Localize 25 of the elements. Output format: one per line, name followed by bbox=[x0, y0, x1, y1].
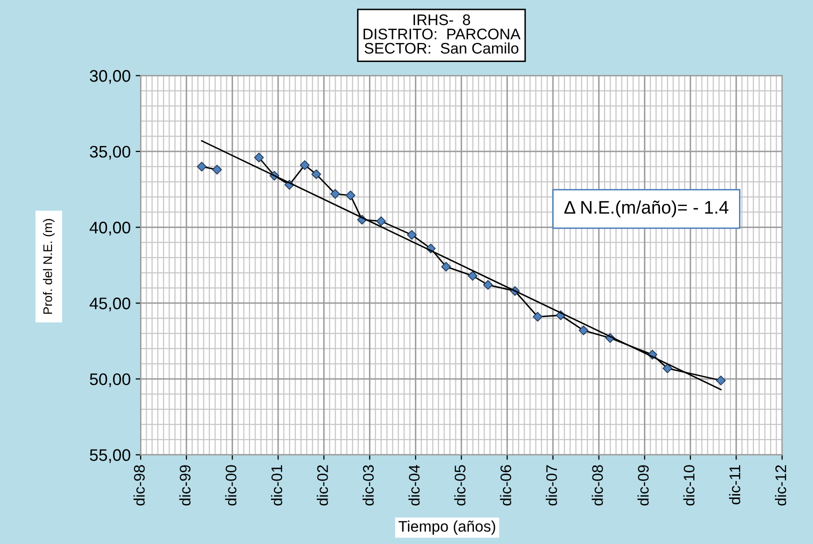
chart-title: IRHS- 8 DISTRITO: PARCONA SECTOR: San Camilo bbox=[364, 14, 521, 54]
x-tick-label: dic-02 bbox=[316, 465, 328, 506]
x-tick-label: dic-11 bbox=[729, 465, 740, 504]
y-tick-label: 35,00 bbox=[90, 146, 130, 160]
y-tick-label: 30,00 bbox=[90, 70, 130, 84]
x-tick-label: dic-00 bbox=[225, 465, 236, 506]
x-tick-label: dic-07 bbox=[546, 465, 558, 506]
y-tick-label: 50,00 bbox=[90, 373, 130, 388]
x-tick-label: dic-06 bbox=[500, 465, 512, 506]
x-tick-label: dic-05 bbox=[454, 465, 466, 506]
y-tick-label: 55,00 bbox=[90, 449, 130, 463]
y-tick-label: 45,00 bbox=[90, 298, 130, 312]
x-tick-label: dic-03 bbox=[362, 465, 374, 506]
x-tick-label: dic-98 bbox=[134, 465, 145, 506]
y-axis-title: Prof. del N.E. (m) bbox=[42, 219, 55, 314]
x-tick-label: dic-04 bbox=[408, 464, 420, 506]
x-tick-label: dic-08 bbox=[592, 465, 603, 506]
x-tick-label: dic-12 bbox=[774, 465, 786, 506]
x-tick-label: dic-99 bbox=[179, 465, 191, 506]
y-tick-label: 40,00 bbox=[90, 222, 130, 236]
x-tick-label: dic-10 bbox=[683, 465, 695, 506]
x-tick-label: dic-09 bbox=[638, 465, 649, 506]
x-tick-label: dic-01 bbox=[271, 465, 282, 506]
x-axis-title: Tiempo (años) bbox=[398, 520, 496, 535]
annotation: Δ N.E.(m/año)= - 1.4 bbox=[564, 200, 728, 218]
